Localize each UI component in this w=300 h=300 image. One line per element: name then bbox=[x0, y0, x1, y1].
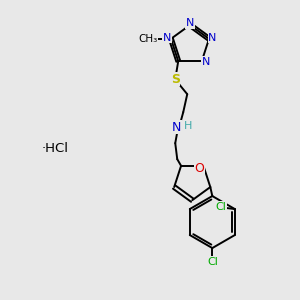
Text: CH₃: CH₃ bbox=[138, 34, 158, 44]
Text: N: N bbox=[186, 19, 194, 28]
Text: O: O bbox=[194, 162, 204, 175]
Text: N: N bbox=[172, 121, 181, 134]
Text: N: N bbox=[163, 33, 171, 43]
Text: ·HCl: ·HCl bbox=[41, 142, 68, 154]
Text: N: N bbox=[202, 57, 210, 67]
Text: N: N bbox=[208, 33, 217, 43]
Text: H: H bbox=[184, 121, 192, 131]
Text: Cl: Cl bbox=[215, 202, 226, 212]
Text: S: S bbox=[171, 73, 180, 86]
Text: Cl: Cl bbox=[207, 257, 218, 267]
